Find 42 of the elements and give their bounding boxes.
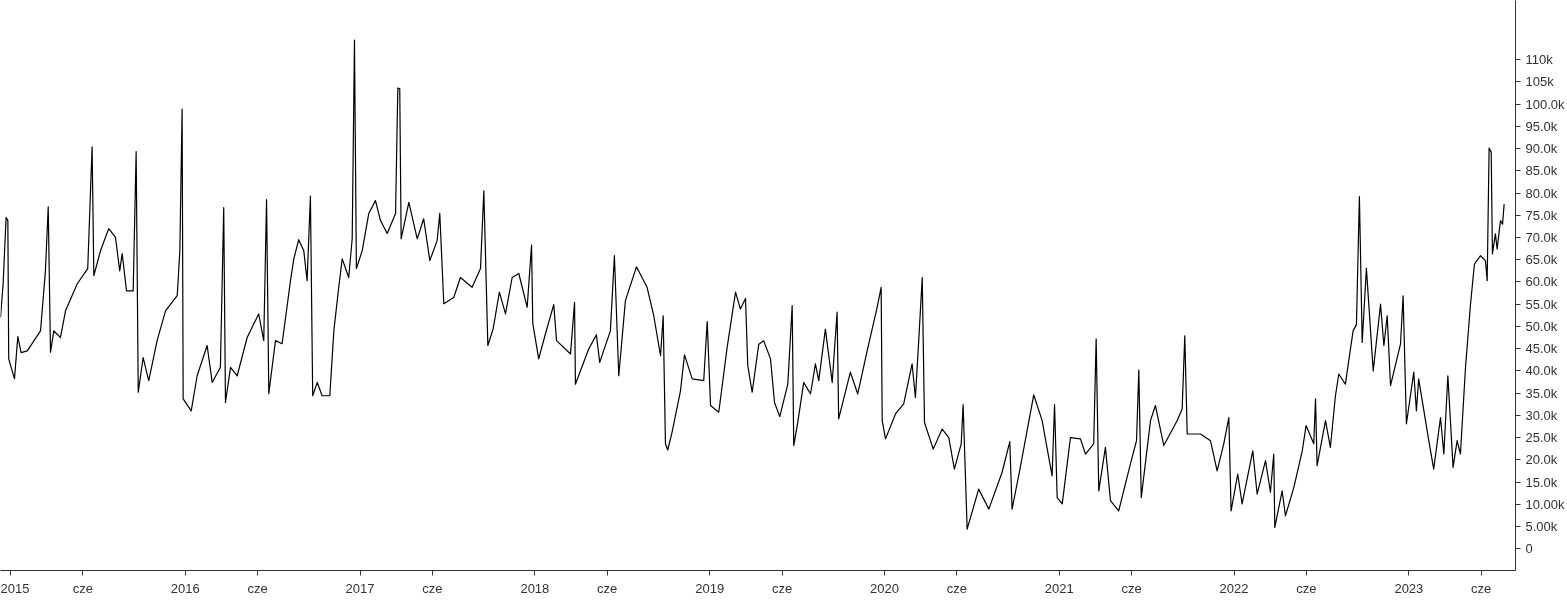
x-tick-label: cze	[597, 580, 618, 596]
x-tick-label: cze	[1471, 580, 1492, 596]
x-tick-label: cze	[1296, 580, 1317, 596]
x-tick-label: 2017	[345, 580, 375, 596]
x-tick-label: cze	[946, 580, 967, 596]
y-tick-label: 15.0k	[1525, 474, 1558, 490]
y-tick-label: 100.0k	[1525, 96, 1566, 112]
y-tick-label: 95.0k	[1525, 118, 1558, 134]
x-tick-label: cze	[771, 580, 793, 596]
y-tick-label: 110k	[1525, 52, 1554, 68]
y-tick-label: 65.0k	[1525, 252, 1558, 268]
y-tick-label: 25.0k	[1525, 430, 1558, 446]
x-tick-label: cze	[72, 580, 93, 596]
y-tick-label: 50.0k	[1525, 318, 1558, 334]
x-tick-label: cze	[247, 580, 268, 596]
x-tick-label: 2019	[695, 580, 725, 596]
x-tick-label: 2015	[0, 580, 30, 596]
y-tick-label: 40.0k	[1525, 363, 1558, 379]
x-tick-label: cze	[1121, 580, 1142, 596]
y-tick-label: 5.00k	[1525, 518, 1558, 534]
y-tick-label: 70.0k	[1525, 229, 1558, 245]
y-tick-label: 85.0k	[1525, 163, 1558, 179]
x-tick-label: 2021	[1044, 580, 1074, 596]
y-tick-label: 45.0k	[1525, 341, 1558, 357]
y-tick-label: 80.0k	[1525, 185, 1558, 201]
y-tick-label: 35.0k	[1525, 385, 1558, 401]
y-tick-label: 105k	[1525, 74, 1555, 90]
y-tick-label: 55.0k	[1525, 296, 1558, 312]
y-tick-label: 10.00k	[1525, 496, 1566, 512]
x-tick-label: 2023	[1394, 580, 1424, 596]
y-tick-label: 90.0k	[1525, 141, 1558, 157]
y-tick-label: 60.0k	[1525, 274, 1558, 290]
x-tick-label: 2022	[1219, 580, 1249, 596]
x-tick-label: cze	[422, 580, 443, 596]
line-series	[0, 39, 1505, 530]
y-tick-label: 20.0k	[1525, 452, 1558, 468]
y-tick-label: 0	[1525, 541, 1533, 557]
x-tick-label: 2018	[520, 580, 550, 596]
y-tick-label: 30.0k	[1525, 407, 1558, 423]
x-tick-label: 2016	[170, 580, 200, 596]
x-tick-label: 2020	[870, 580, 899, 596]
y-tick-label: 75.0k	[1525, 207, 1558, 223]
